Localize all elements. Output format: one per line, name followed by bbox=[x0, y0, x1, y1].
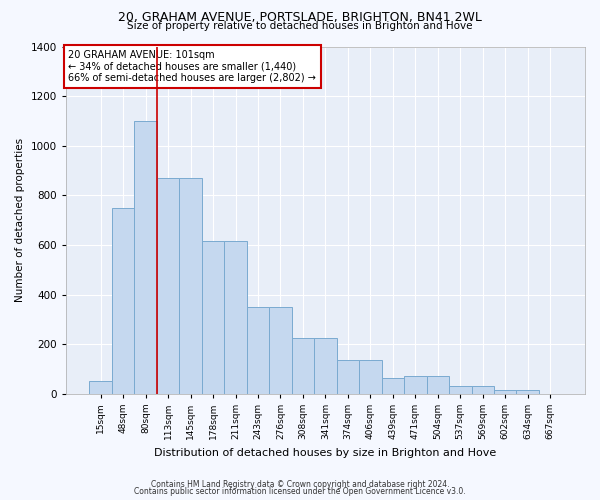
Bar bbox=[359, 360, 382, 394]
Text: Contains HM Land Registry data © Crown copyright and database right 2024.: Contains HM Land Registry data © Crown c… bbox=[151, 480, 449, 489]
Bar bbox=[269, 307, 292, 394]
Bar bbox=[472, 386, 494, 394]
Bar bbox=[247, 307, 269, 394]
Text: 20, GRAHAM AVENUE, PORTSLADE, BRIGHTON, BN41 2WL: 20, GRAHAM AVENUE, PORTSLADE, BRIGHTON, … bbox=[118, 11, 482, 24]
Bar bbox=[157, 178, 179, 394]
Bar bbox=[517, 390, 539, 394]
Text: 20 GRAHAM AVENUE: 101sqm
← 34% of detached houses are smaller (1,440)
66% of sem: 20 GRAHAM AVENUE: 101sqm ← 34% of detach… bbox=[68, 50, 316, 83]
Bar bbox=[449, 386, 472, 394]
Bar bbox=[314, 338, 337, 394]
Bar bbox=[134, 121, 157, 394]
Bar bbox=[337, 360, 359, 394]
Bar bbox=[89, 382, 112, 394]
Bar bbox=[292, 338, 314, 394]
Bar bbox=[179, 178, 202, 394]
Bar bbox=[427, 376, 449, 394]
Bar bbox=[202, 241, 224, 394]
Bar bbox=[404, 376, 427, 394]
X-axis label: Distribution of detached houses by size in Brighton and Hove: Distribution of detached houses by size … bbox=[154, 448, 497, 458]
Y-axis label: Number of detached properties: Number of detached properties bbox=[15, 138, 25, 302]
Bar bbox=[224, 241, 247, 394]
Bar bbox=[382, 378, 404, 394]
Text: Contains public sector information licensed under the Open Government Licence v3: Contains public sector information licen… bbox=[134, 487, 466, 496]
Bar bbox=[112, 208, 134, 394]
Text: Size of property relative to detached houses in Brighton and Hove: Size of property relative to detached ho… bbox=[127, 21, 473, 31]
Bar bbox=[494, 390, 517, 394]
